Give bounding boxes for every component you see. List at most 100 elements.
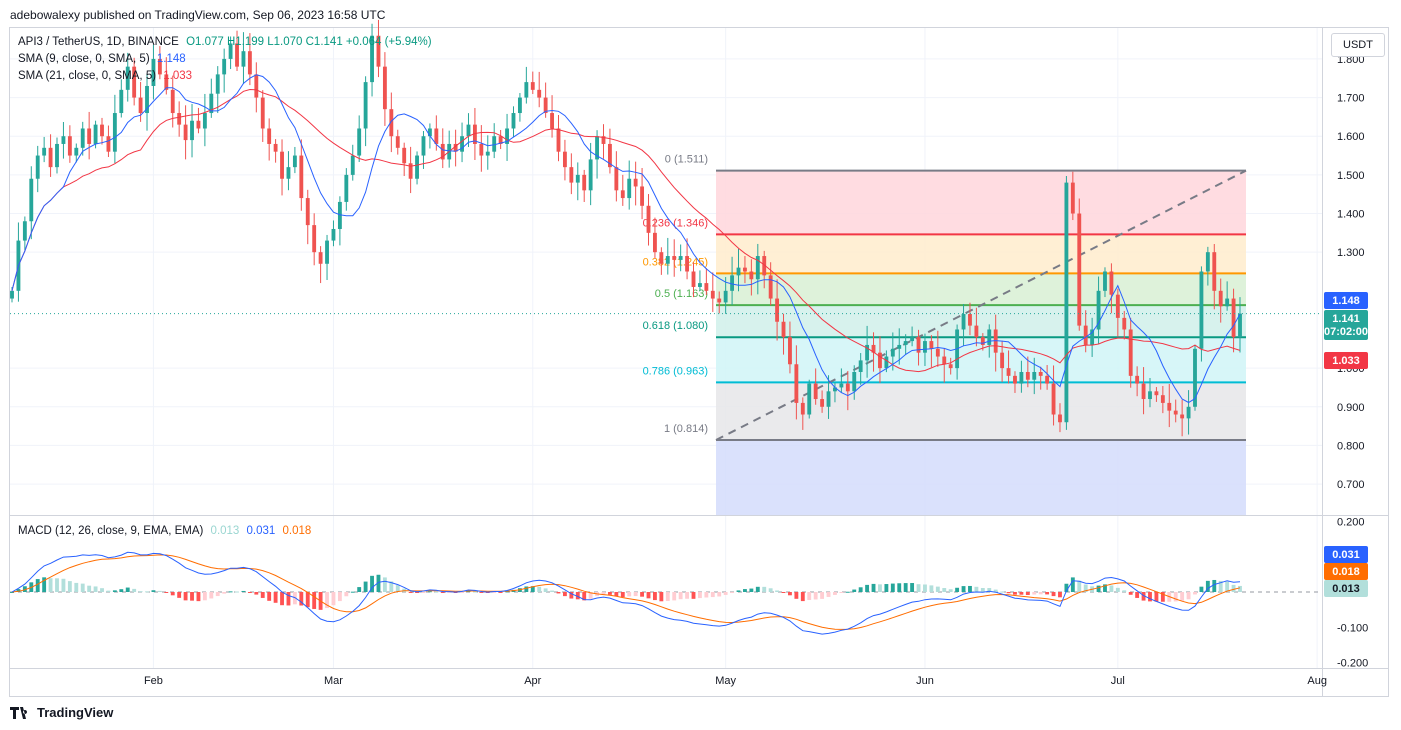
candle-body — [1025, 371, 1030, 380]
time-tick-label: Aug — [1307, 675, 1327, 687]
macd-signal-tag: 0.018 — [1324, 563, 1368, 580]
candle-body — [22, 221, 27, 241]
candle-body — [749, 271, 754, 280]
macd-histogram-bar — [1193, 592, 1197, 595]
candle-body — [93, 124, 98, 144]
candle-body — [337, 201, 342, 229]
candle-body — [254, 74, 259, 98]
candle-body — [556, 128, 561, 152]
candle-body — [485, 151, 490, 156]
candle-body — [350, 155, 355, 175]
macd-histogram-bar — [935, 586, 940, 592]
macd-histogram-bar — [164, 592, 169, 593]
macd-histogram-bar — [980, 588, 985, 592]
macd-signal-tag-bg — [1324, 563, 1368, 580]
candle-body — [575, 174, 580, 183]
ohlc-values: O1.077 H1.199 L1.070 C1.141 +0.064 (+5.9… — [186, 36, 432, 48]
macd-histogram-bar — [768, 588, 773, 592]
candle-body — [968, 314, 972, 326]
currency-selector[interactable]: USDT — [1331, 33, 1385, 57]
macd-histogram-bar — [743, 589, 747, 592]
candle-body — [1167, 402, 1172, 411]
macd-histogram-bar — [80, 583, 85, 592]
macd-value-tag-text: 0.031 — [1332, 549, 1360, 561]
candle-body — [723, 290, 728, 303]
macd-tick-label: 0.200 — [1337, 516, 1365, 528]
candle-body — [61, 136, 66, 144]
candle-body — [588, 159, 593, 191]
candle-body — [530, 82, 535, 90]
macd-histogram-bar — [1148, 592, 1152, 602]
candle-body — [916, 337, 921, 353]
macd-histogram-bar — [1038, 592, 1043, 595]
macd-histogram-bar — [1058, 592, 1062, 598]
macd-histogram-bar — [479, 592, 484, 593]
macd-histogram-bar — [955, 587, 960, 592]
candle-body — [601, 136, 606, 144]
candle-body — [884, 356, 889, 369]
candle-body — [800, 402, 805, 415]
macd-histogram-bar — [363, 581, 368, 592]
macd-histogram-bar — [370, 575, 374, 592]
macd-histogram-bar — [775, 590, 780, 592]
candle-body — [775, 298, 780, 322]
candle-body — [620, 190, 625, 199]
candle-body — [453, 143, 458, 152]
candle-body — [138, 97, 143, 114]
macd-histogram-bar — [389, 581, 394, 592]
candle-body — [743, 267, 747, 272]
candle-body — [659, 252, 664, 264]
macd-histogram-bar — [421, 592, 426, 593]
candle-body — [247, 51, 252, 75]
candle-body — [460, 136, 464, 152]
macd-histogram-tag-text: 0.013 — [1332, 583, 1360, 595]
candle-body — [241, 51, 246, 67]
candle-body — [935, 348, 940, 357]
candle-body — [395, 136, 400, 148]
macd-histogram-bar — [826, 592, 831, 597]
macd-histogram-bar — [1000, 591, 1005, 593]
candle-body — [273, 143, 278, 152]
macd-histogram-bar — [672, 592, 677, 601]
macd-histogram-bar — [1135, 592, 1140, 598]
macd-histogram-bar — [254, 592, 259, 595]
sma21-price-tag-text: 1.033 — [1332, 355, 1360, 367]
candle-body — [145, 85, 149, 114]
macd-histogram-bar — [794, 592, 799, 599]
macd-histogram-bar — [665, 592, 670, 601]
macd-histogram-bar — [42, 577, 47, 592]
macd-histogram-bar — [685, 592, 690, 599]
candle-body — [1135, 375, 1140, 384]
macd-histogram-bar — [241, 590, 246, 592]
candle-body — [845, 383, 850, 392]
macd-histogram-bar — [942, 588, 947, 592]
candle-body — [1218, 290, 1223, 307]
macd-histogram-bar — [1051, 592, 1056, 597]
candle-body — [730, 275, 735, 291]
candle-body — [1160, 395, 1165, 403]
candle-body — [1115, 294, 1120, 318]
sma-lines — [10, 74, 1322, 404]
price-tick-label: 1.600 — [1337, 131, 1365, 143]
macd-histogram-bar — [492, 592, 497, 593]
fib-level-label: 0.236 (1.346) — [643, 217, 708, 229]
macd-histogram-bar — [865, 584, 870, 592]
macd-histogram-bar — [730, 592, 735, 593]
macd-histogram-bar — [1025, 592, 1030, 596]
candle-body — [222, 58, 227, 75]
macd-histogram-bar — [16, 589, 21, 592]
candle-body — [820, 399, 825, 407]
candle-body — [903, 341, 908, 345]
candle-body — [80, 128, 85, 148]
candle-body — [363, 82, 368, 129]
candle-body — [511, 113, 516, 129]
tradingview-logo[interactable]: TradingView — [10, 705, 113, 720]
macd-histogram-bar — [112, 590, 117, 592]
macd-histogram-bar — [196, 592, 201, 602]
last-price-tag-text: 07:02:00 — [1324, 326, 1368, 338]
fib-zone — [716, 305, 1246, 338]
candle-body — [177, 113, 182, 125]
